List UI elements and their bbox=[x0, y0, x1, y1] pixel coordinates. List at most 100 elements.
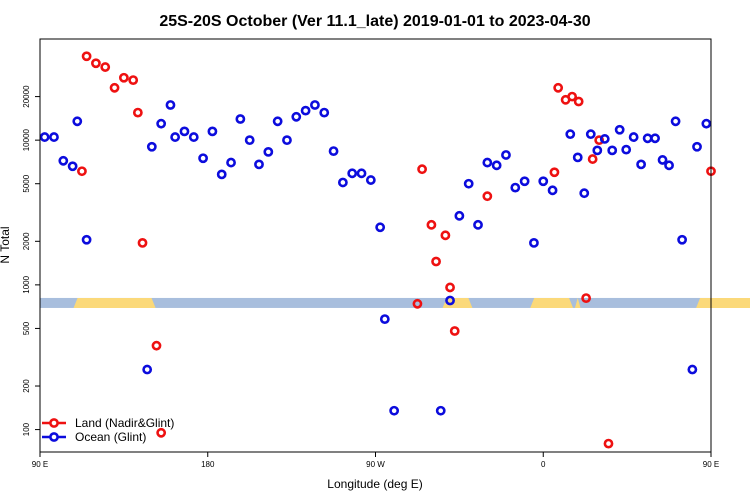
series-0-point-16 bbox=[445, 282, 455, 293]
land-segment-1 bbox=[133, 297, 156, 308]
series-1-point-12 bbox=[188, 132, 199, 142]
series-0-point-20 bbox=[553, 82, 564, 93]
series-1-point-56 bbox=[621, 144, 632, 155]
legend: Land (Nadir&Glint)Ocean (Glint) bbox=[42, 416, 174, 444]
series-1-point-40 bbox=[482, 157, 493, 168]
x-tick-label-2: 90 W bbox=[366, 460, 385, 469]
series-1-point-31 bbox=[365, 175, 376, 185]
land-segment-0 bbox=[81, 297, 145, 308]
series-0-point-22 bbox=[567, 91, 578, 102]
series-1-point-60 bbox=[650, 133, 660, 144]
series-0-point-0 bbox=[77, 166, 87, 177]
series-0-point-1 bbox=[81, 51, 92, 62]
series-0-point-14 bbox=[431, 256, 441, 267]
series-1-point-14 bbox=[207, 126, 218, 137]
series-1-point-23 bbox=[291, 111, 302, 122]
series-1-point-48 bbox=[565, 129, 576, 140]
y-tick-label-3: 1000 bbox=[22, 275, 31, 293]
y-tick-label-7: 20000 bbox=[22, 85, 31, 108]
y-tick-label-4: 2000 bbox=[22, 232, 31, 250]
data-points bbox=[39, 51, 716, 449]
series-1-point-64 bbox=[677, 234, 688, 245]
series-1-point-49 bbox=[572, 152, 583, 163]
land-segment-3 bbox=[442, 297, 473, 308]
series-1-point-46 bbox=[538, 176, 549, 187]
series-1-point-43 bbox=[510, 182, 521, 193]
series-1-point-63 bbox=[670, 116, 681, 127]
series-1-point-51 bbox=[585, 129, 596, 140]
series-1-point-34 bbox=[389, 405, 400, 416]
series-1-point-30 bbox=[356, 168, 367, 179]
series-0-point-24 bbox=[581, 293, 592, 304]
series-1-point-35 bbox=[435, 405, 446, 416]
series-1-point-11 bbox=[179, 126, 190, 137]
series-1-point-4 bbox=[72, 116, 83, 127]
legend-label-1: Ocean (Glint) bbox=[75, 430, 146, 444]
x-tick-label-3: 0 bbox=[541, 460, 546, 469]
series-1-point-33 bbox=[379, 314, 390, 325]
series-1-point-6 bbox=[142, 364, 153, 375]
series-1-point-26 bbox=[319, 107, 330, 118]
x-axis-label: Longitude (deg E) bbox=[327, 477, 422, 491]
series-1-point-15 bbox=[216, 169, 227, 180]
land-ocean-band bbox=[40, 297, 750, 308]
land-segment-5 bbox=[574, 297, 581, 308]
series-0-point-6 bbox=[128, 75, 139, 85]
series-1-point-41 bbox=[491, 160, 502, 171]
series-1-point-58 bbox=[636, 159, 647, 170]
series-1-point-18 bbox=[244, 135, 255, 146]
series-1-point-8 bbox=[156, 118, 167, 129]
x-tick-label-1: 180 bbox=[201, 460, 215, 469]
y-tick-label-0: 100 bbox=[22, 422, 31, 436]
series-1-point-54 bbox=[607, 145, 618, 156]
series-0-point-9 bbox=[151, 340, 162, 351]
series-1-point-59 bbox=[642, 133, 653, 144]
series-1-point-24 bbox=[300, 105, 311, 116]
legend-marker-0 bbox=[49, 418, 59, 428]
series-1-point-52 bbox=[592, 145, 603, 156]
series-0-point-26 bbox=[594, 135, 605, 146]
series-1-point-17 bbox=[235, 114, 246, 124]
series-1-point-1 bbox=[49, 132, 59, 142]
series-1-point-9 bbox=[165, 100, 176, 110]
ocean-band bbox=[40, 297, 711, 308]
series-1-point-47 bbox=[547, 185, 558, 196]
series-0-point-5 bbox=[118, 72, 129, 83]
series-1-point-53 bbox=[599, 134, 610, 144]
series-1-point-42 bbox=[501, 150, 511, 160]
series-1-point-37 bbox=[454, 210, 465, 221]
series-0-point-25 bbox=[587, 154, 598, 164]
series-1-point-62 bbox=[664, 160, 674, 171]
series-0-point-17 bbox=[449, 326, 460, 336]
series-1-point-57 bbox=[628, 132, 639, 142]
series-0-point-12 bbox=[417, 164, 427, 175]
series-1-point-32 bbox=[375, 222, 386, 233]
series-1-point-13 bbox=[198, 153, 208, 164]
series-1-point-7 bbox=[146, 141, 157, 152]
series-1-point-27 bbox=[328, 146, 339, 157]
series-0-point-7 bbox=[132, 107, 143, 118]
series-1-point-19 bbox=[254, 159, 264, 170]
series-1-point-38 bbox=[463, 178, 474, 189]
land-segment-6 bbox=[696, 297, 750, 308]
series-1-point-2 bbox=[58, 155, 69, 166]
series-1-point-50 bbox=[579, 188, 590, 199]
series-1-point-25 bbox=[310, 100, 320, 110]
x-tick-label-0: 90 E bbox=[32, 460, 48, 469]
land-segment-4 bbox=[530, 297, 574, 308]
series-0-point-8 bbox=[137, 237, 148, 248]
series-1-point-66 bbox=[692, 141, 702, 152]
series-1-point-36 bbox=[445, 295, 455, 306]
series-1-point-44 bbox=[519, 176, 530, 187]
series-0-point-18 bbox=[482, 191, 493, 202]
chart-title: 25S-20S October (Ver 11.1_late) 2019-01-… bbox=[159, 13, 590, 30]
axis-ticks: 90 E 180 90 W 0 90 E 100 200 500 1000 2000 5000 100… bbox=[22, 85, 719, 469]
series-1-point-67 bbox=[701, 118, 712, 129]
series-1-point-29 bbox=[347, 168, 358, 179]
series-1-point-16 bbox=[226, 157, 236, 168]
plot-frame bbox=[39, 38, 712, 453]
series-1-point-39 bbox=[473, 219, 483, 230]
series-1-point-55 bbox=[614, 124, 625, 135]
series-1-point-3 bbox=[67, 161, 78, 172]
series-1-point-45 bbox=[529, 237, 539, 248]
